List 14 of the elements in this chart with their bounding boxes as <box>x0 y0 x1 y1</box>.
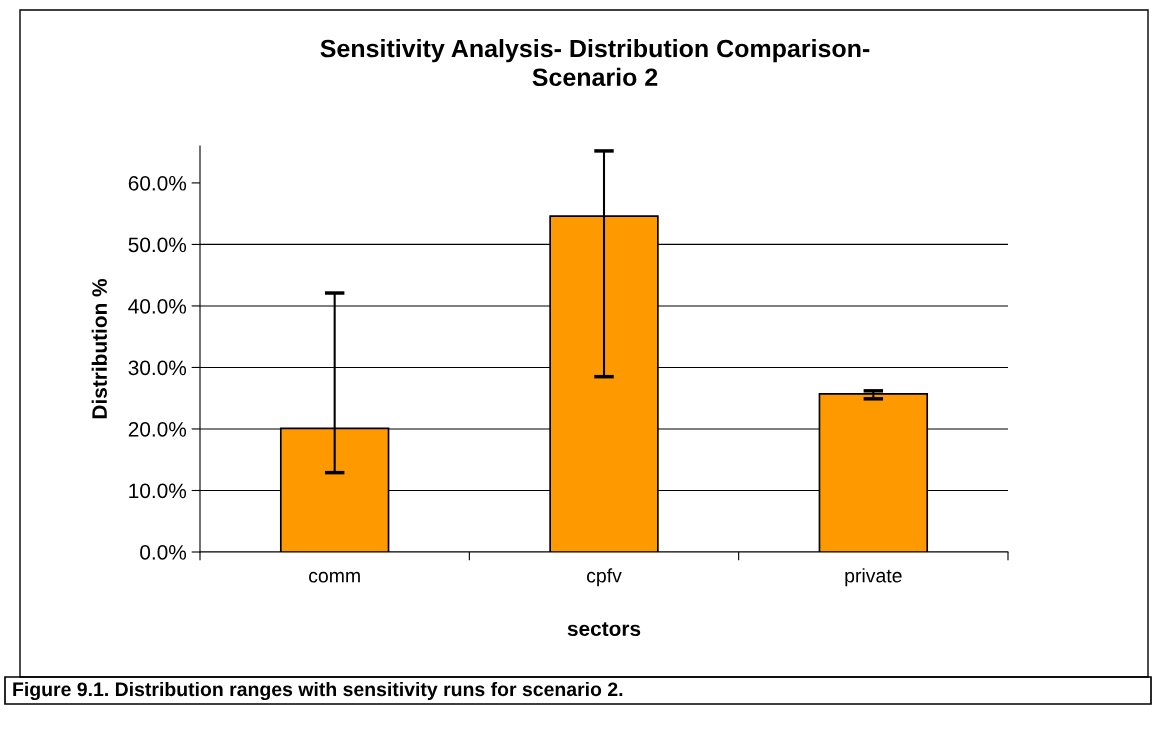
x-axis-title: sectors <box>567 622 641 637</box>
x-tick-label: cpfv <box>587 568 622 587</box>
x-tick-label: private <box>845 568 902 587</box>
y-tick-label: 30.0% <box>128 360 187 376</box>
y-tick-label: 20.0% <box>128 421 187 437</box>
y-tick-label: 0.0% <box>140 545 187 560</box>
y-axis-title: Distribution % <box>91 278 107 419</box>
chart-title: Sensitivity Analysis- Distribution Comparison- Scenario 2 <box>320 38 870 87</box>
y-tick-label: 60.0% <box>128 175 187 191</box>
x-tick-label: comm <box>309 571 360 583</box>
y-tick-label: 50.0% <box>128 237 187 253</box>
caption: Figure 9.1. Distribution ranges with sensitivity runs for scenario 2. <box>13 681 623 701</box>
y-tick-label: 40.0% <box>128 298 187 314</box>
y-tick-label: 10.0% <box>129 483 187 499</box>
